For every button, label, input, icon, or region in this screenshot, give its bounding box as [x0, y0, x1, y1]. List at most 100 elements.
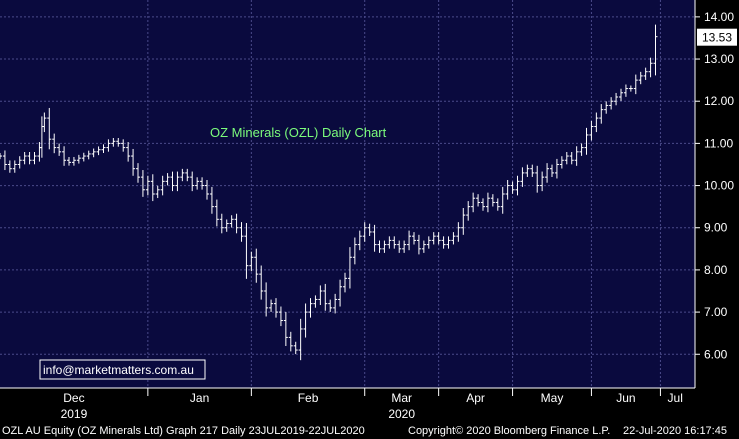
ohlc-bar — [382, 240, 387, 253]
watermark-text: info@marketmatters.com.au — [43, 363, 194, 377]
ohlc-bar — [2, 150, 7, 171]
ohlc-bar — [431, 232, 436, 245]
ohlc-bar — [17, 156, 22, 169]
ohlc-bar — [446, 236, 451, 249]
ohlc-bar — [441, 236, 446, 249]
ohlc-bar — [12, 160, 17, 173]
x-tick-label: Mar — [391, 391, 412, 405]
ohlc-bar — [180, 168, 185, 182]
ohlc-bar — [392, 236, 397, 249]
ohlc-bar — [481, 198, 485, 211]
last-price-box: 13.53 — [697, 28, 737, 46]
ohlc-bar — [525, 164, 530, 177]
ohlc-bar — [421, 240, 426, 253]
ohlc-bar — [229, 215, 234, 228]
plot-background — [0, 0, 695, 388]
ohlc-bar — [461, 208, 466, 235]
y-axis-ticks: 14.00 13.00 12.00 11.00 10.00 9.00 8.00 7.00 6.0… — [694, 0, 734, 388]
ohlc-bar — [352, 237, 357, 265]
y-tick-label: 6.00 — [704, 347, 728, 361]
ohlc-bar — [22, 151, 27, 165]
ohlc-bar — [160, 175, 165, 196]
watermark: info@marketmatters.com.au — [39, 359, 206, 380]
ohlc-bar — [249, 251, 254, 272]
ohlc-bar — [387, 236, 392, 249]
chart-title: OZ Minerals (OZL) Daily Chart — [210, 125, 387, 140]
x-tick-label: May — [541, 391, 564, 405]
ohlc-bar — [584, 127, 589, 155]
ohlc-bar — [106, 139, 111, 152]
price-bars — [0, 24, 658, 361]
ohlc-bar — [367, 223, 372, 237]
ohlc-bar — [96, 146, 101, 156]
ohlc-bar — [485, 192, 490, 213]
x-tick-label: Feb — [298, 391, 319, 405]
ohlc-bar — [126, 142, 131, 162]
ohlc-bar — [589, 120, 594, 141]
ohlc-bar — [323, 283, 328, 311]
ohlc-bar — [195, 177, 200, 190]
x-axis-ticks: Dec 2019 Jan Feb Mar 2020 Apr May Jun Jul — [61, 388, 683, 421]
ohlc-bar — [170, 171, 175, 192]
y-tick-label: 7.00 — [704, 305, 728, 319]
grid-lines — [0, 0, 695, 389]
ohlc-bar — [579, 143, 584, 156]
ohlc-bar — [328, 299, 333, 312]
ohlc-bar — [239, 222, 244, 242]
ohlc-bar — [436, 232, 441, 245]
ohlc-bar — [111, 137, 116, 147]
ohlc-bar — [57, 143, 62, 156]
ohlc-bar — [372, 224, 377, 252]
last-price-label: 13.53 — [702, 31, 732, 45]
ohlc-bar — [609, 97, 614, 110]
footer-copyright: Copyright© 2020 Bloomberg Finance L.P. — [408, 425, 610, 437]
watermark-box — [39, 359, 206, 380]
ohlc-bar — [466, 201, 471, 221]
ohlc-bar — [244, 223, 249, 279]
ohlc-bar — [540, 171, 545, 192]
x-tick-sublabel: 2019 — [61, 407, 88, 421]
ohlc-bar — [357, 230, 362, 251]
ohlc-bar — [32, 151, 37, 165]
y-tick-label: 11.00 — [704, 136, 733, 150]
ohlc-bar — [175, 171, 180, 192]
ohlc-bar — [7, 160, 12, 173]
ohlc-bar — [471, 192, 476, 213]
ohlc-bar — [86, 150, 91, 160]
x-tick-sublabel: 2020 — [388, 407, 415, 421]
ohlc-bar — [205, 179, 209, 200]
ohlc-bar — [67, 156, 71, 166]
ohlc-bar — [377, 240, 382, 253]
ohlc-bar — [653, 24, 658, 76]
ohlc-bar — [500, 186, 505, 214]
ohlc-bar — [535, 165, 540, 193]
y-tick-label: 9.00 — [704, 221, 728, 235]
x-tick-label: Apr — [466, 391, 485, 405]
ohlc-bar — [121, 139, 126, 152]
ohlc-bar — [362, 222, 367, 242]
ohlc-bar — [338, 279, 343, 307]
ohlc-bar — [76, 154, 81, 164]
ohlc-bar — [604, 101, 609, 114]
ohlc-bar — [505, 179, 510, 200]
ohlc-bar — [131, 148, 136, 176]
ohlc-bar — [407, 230, 412, 251]
ohlc-bar — [451, 232, 456, 245]
ohlc-bar — [550, 164, 554, 177]
ohlc-bar — [140, 170, 145, 197]
y-tick-label: 14.00 — [704, 10, 734, 24]
ohlc-bar — [559, 156, 564, 169]
ohlc-bar — [554, 158, 559, 179]
ohlc-bar — [347, 247, 352, 289]
ohlc-bar — [81, 152, 86, 162]
ohlc-bar — [333, 293, 338, 314]
ohlc-bar — [476, 194, 481, 207]
ohlc-bar — [619, 88, 623, 102]
y-tick-label: 10.00 — [704, 179, 734, 193]
ohlc-bar — [574, 146, 579, 166]
ohlc-bar — [510, 181, 515, 194]
ohlc-bar — [71, 156, 76, 166]
ohlc-bar — [185, 168, 190, 182]
ohlc-bar — [269, 299, 274, 312]
ohlc-bar — [62, 146, 67, 166]
